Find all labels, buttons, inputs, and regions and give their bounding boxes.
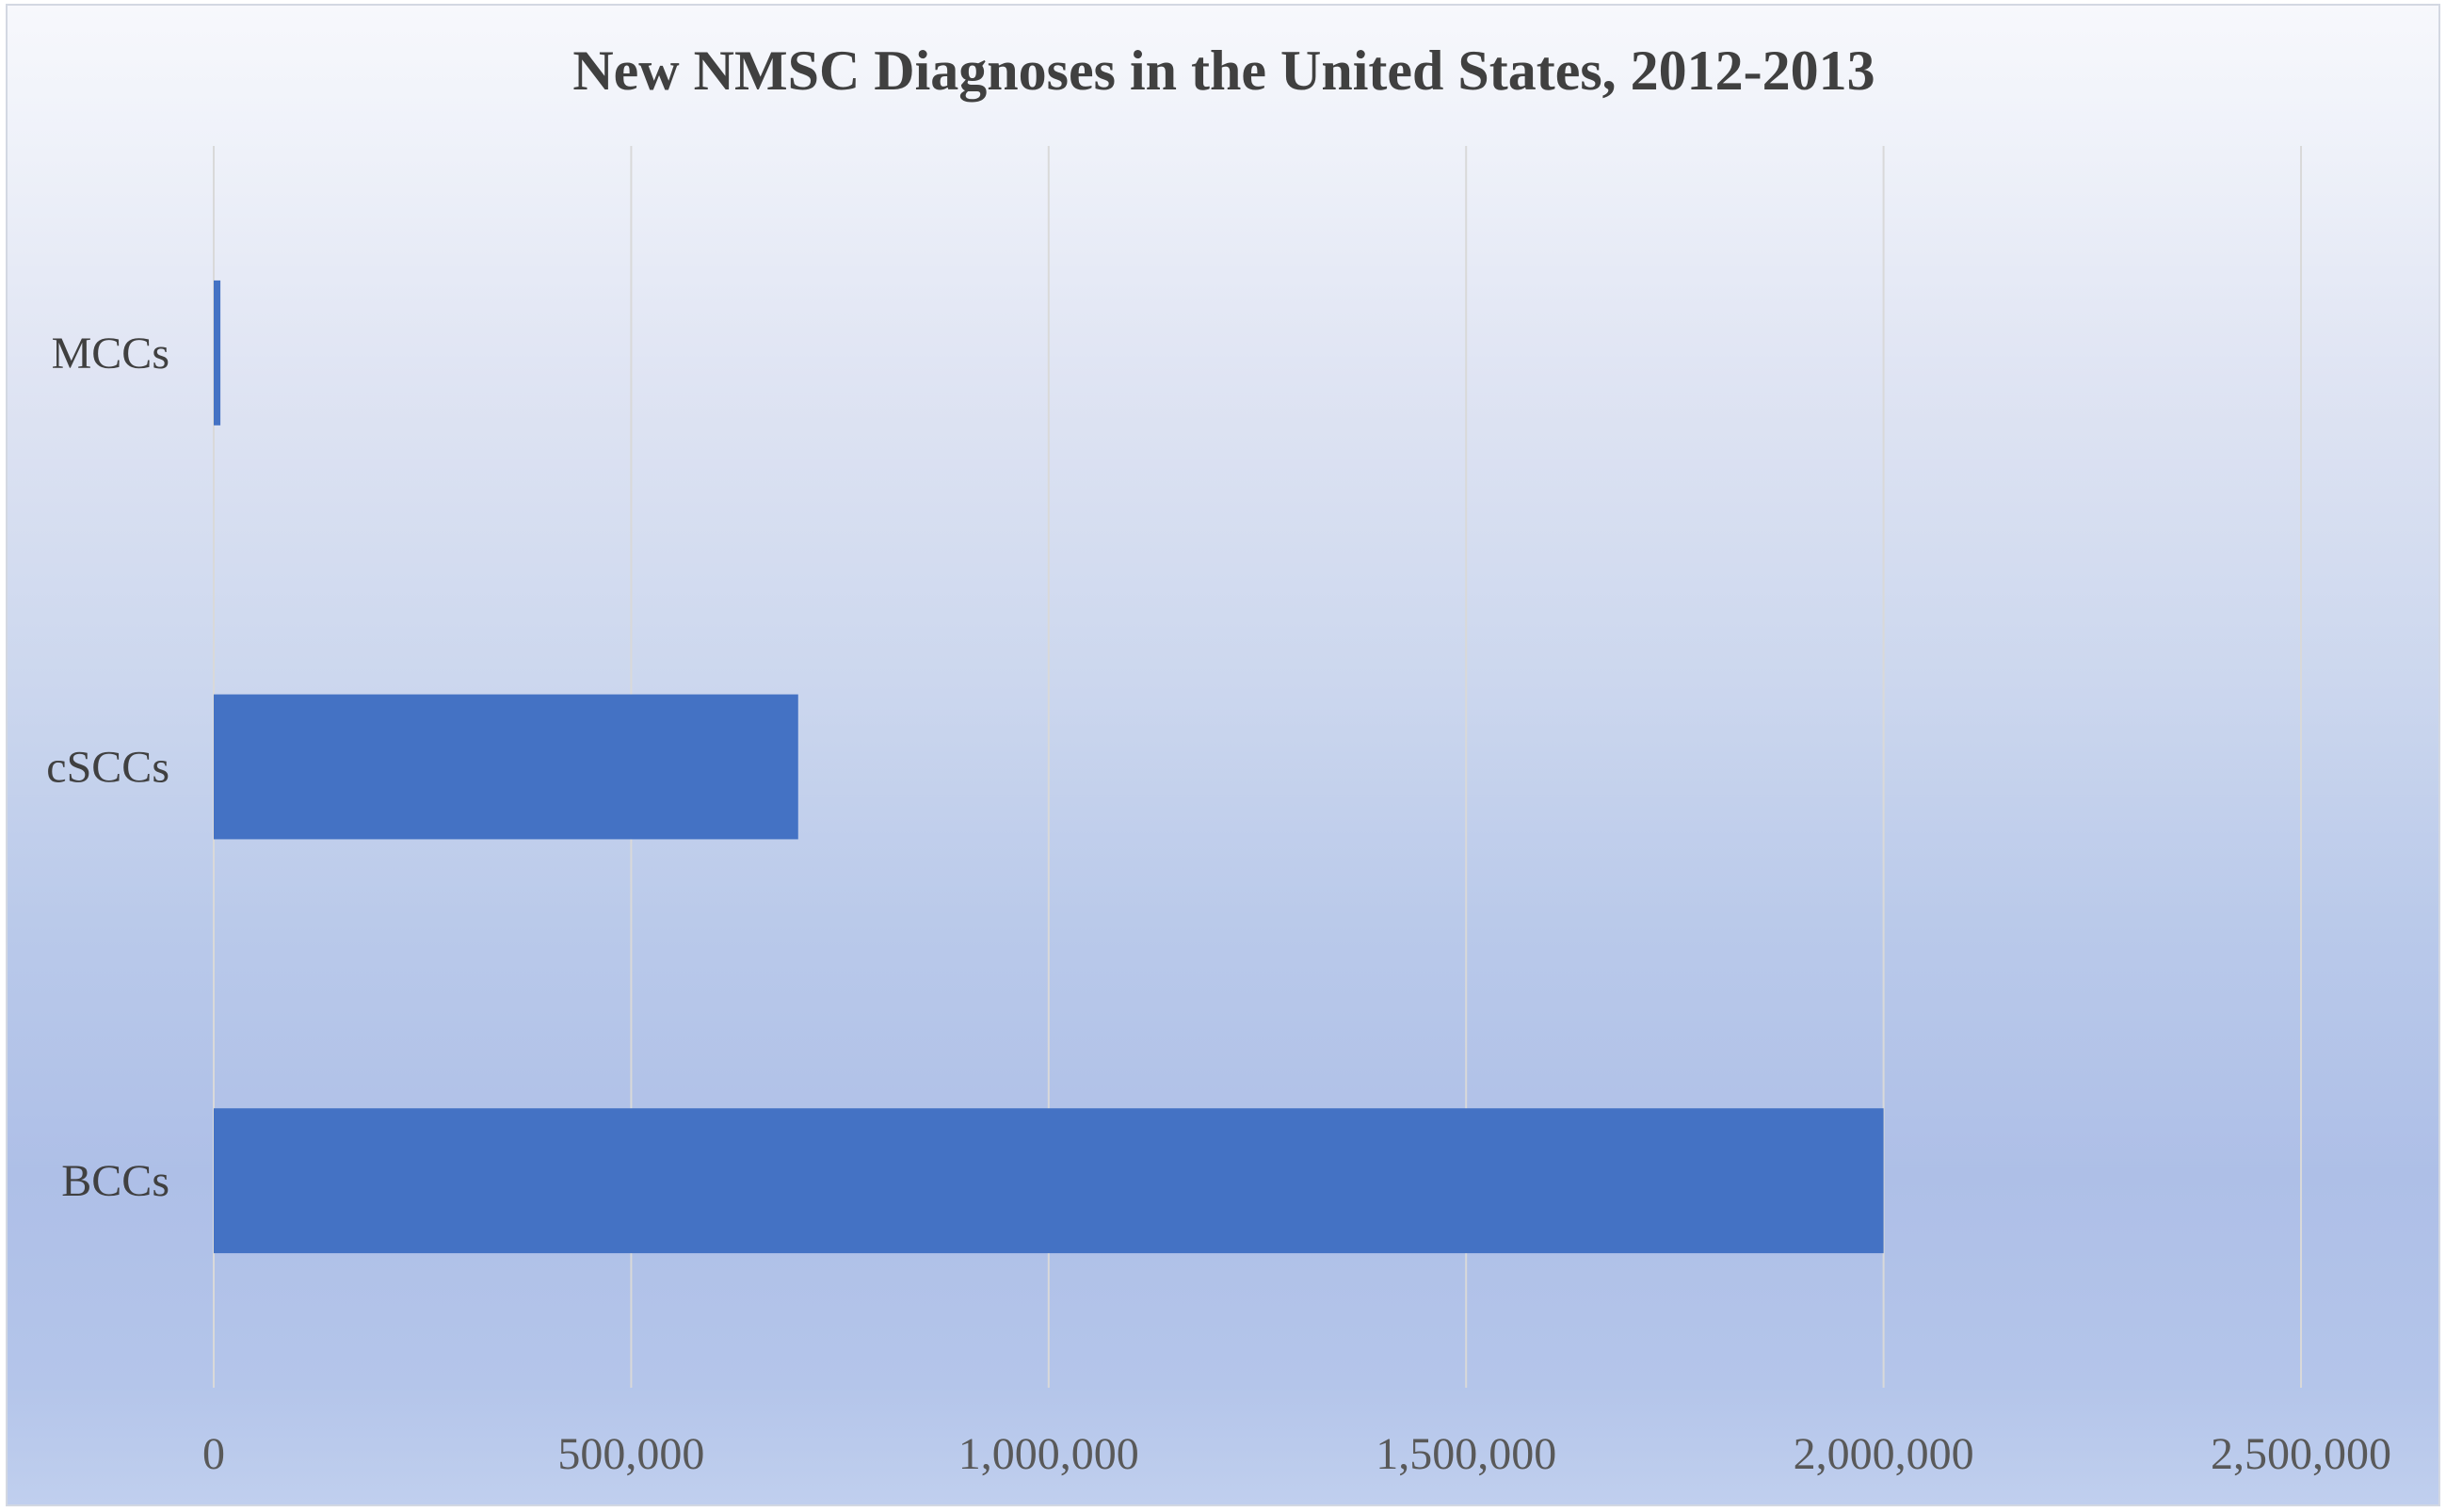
category-label: BCCs: [61, 1156, 169, 1206]
bar-bccs: [214, 1108, 1884, 1254]
bars: [214, 280, 1884, 1254]
bar-csccs: [214, 694, 798, 840]
y-axis-category-labels: MCCs cSCCs BCCs: [46, 329, 169, 1206]
category-label: MCCs: [52, 329, 169, 378]
bar-mccs: [214, 280, 221, 426]
chart-title: New NMSC Diagnoses in the United States,…: [572, 40, 1875, 102]
x-tick-label: 1,500,000: [1376, 1429, 1556, 1479]
category-label: cSCCs: [46, 743, 169, 793]
x-axis-tick-labels: 0 500,000 1,000,000 1,500,000 2,000,000 2,500…: [202, 1429, 2391, 1479]
x-tick-label: 1,000,000: [958, 1429, 1139, 1479]
x-tick-label: 2,000,000: [1794, 1429, 1974, 1479]
x-tick-label: 500,000: [557, 1429, 704, 1479]
x-tick-label: 0: [202, 1429, 225, 1479]
x-tick-label: 2,500,000: [2211, 1429, 2391, 1479]
